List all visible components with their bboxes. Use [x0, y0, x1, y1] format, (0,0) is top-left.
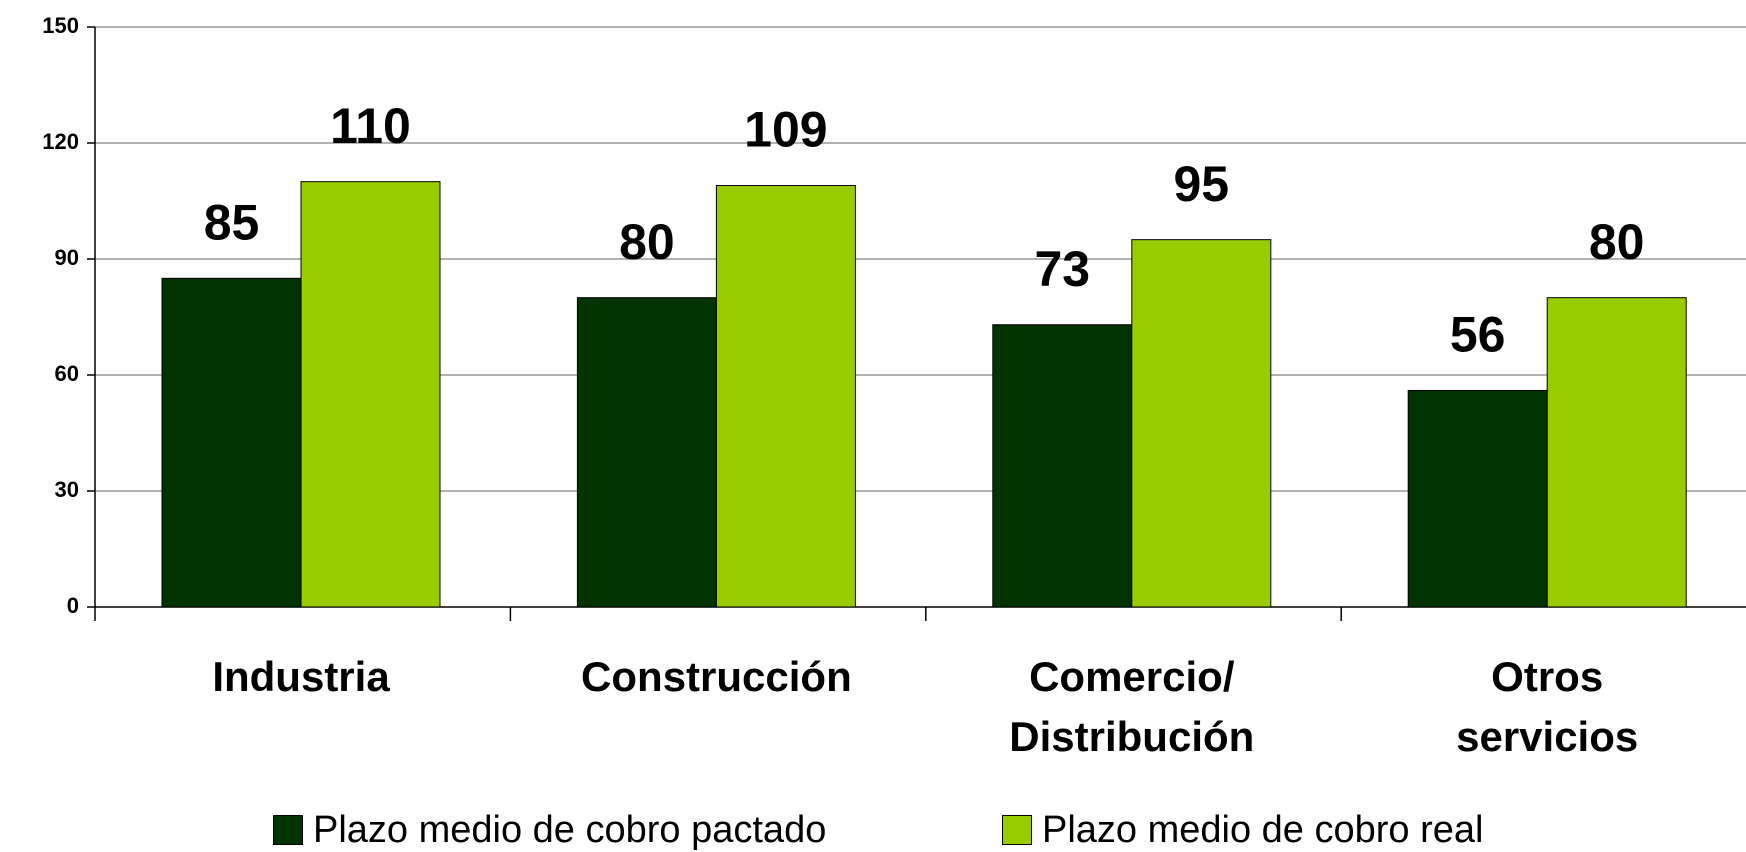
x-tick-label: Construcción: [581, 653, 852, 700]
x-tick-label: Comercio/ Distribución: [1009, 653, 1255, 760]
legend-label: Plazo medio de cobro real: [1042, 808, 1484, 851]
legend-item: Plazo medio de cobro real: [1002, 808, 1483, 852]
bar: [300, 181, 441, 608]
value-label: 85: [204, 195, 260, 251]
x-tick-label: Otros servicios: [1456, 653, 1639, 760]
legend-label: Plazo medio de cobro pactado: [313, 808, 827, 851]
bar: [992, 324, 1133, 608]
y-tick-label: 90: [55, 245, 79, 270]
bar: [161, 277, 302, 608]
value-label: 73: [1034, 241, 1090, 297]
y-tick-label: 120: [42, 129, 79, 154]
bar: [576, 297, 717, 608]
legend-swatch: [273, 815, 303, 845]
value-label: 56: [1450, 307, 1506, 363]
value-label: 80: [1589, 214, 1645, 270]
value-label: 109: [744, 102, 827, 158]
value-label: 110: [330, 98, 411, 154]
bar: [1131, 239, 1272, 608]
bar: [1407, 389, 1548, 608]
y-tick-label: 30: [55, 477, 79, 502]
legend-item: Plazo medio de cobro pactado: [273, 808, 826, 852]
value-label: 80: [619, 214, 675, 270]
y-tick-label: 150: [42, 13, 79, 38]
y-tick-label: 0: [67, 593, 79, 618]
bar: [715, 185, 856, 608]
value-label: 95: [1173, 156, 1229, 212]
legend-swatch: [1002, 815, 1032, 845]
y-tick-label: 60: [55, 361, 79, 386]
x-tick-label: Industria: [212, 653, 390, 700]
bar: [1546, 297, 1687, 608]
